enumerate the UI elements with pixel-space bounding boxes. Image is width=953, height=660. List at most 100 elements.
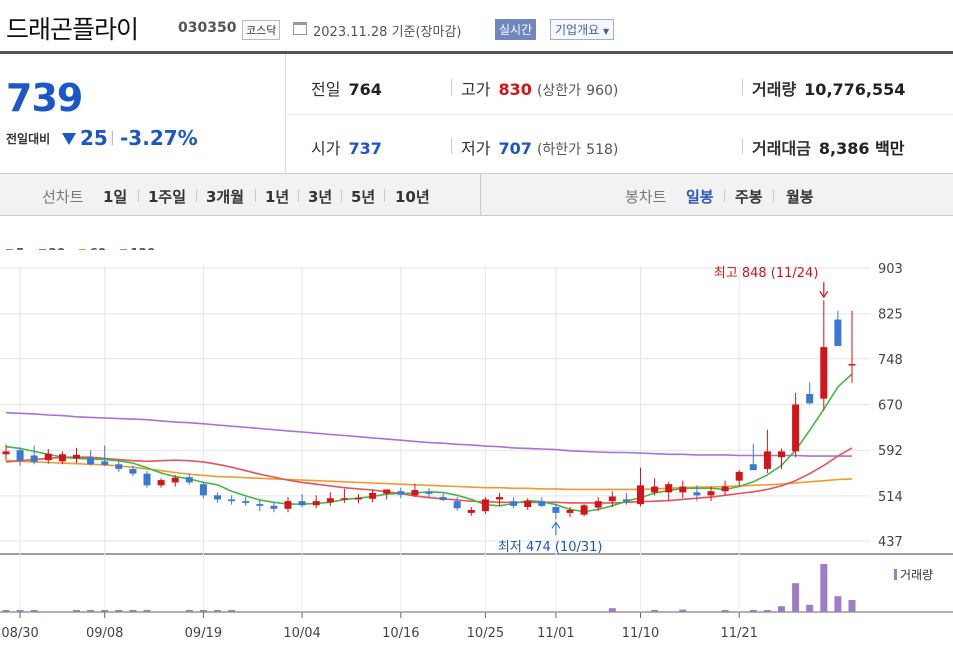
candle-down bbox=[806, 393, 814, 404]
candle-down bbox=[622, 499, 630, 502]
cell-divider bbox=[742, 138, 743, 154]
y-tick-label: 514 bbox=[878, 490, 903, 505]
tab-divider bbox=[196, 189, 197, 202]
chevron-down-icon: ▼ bbox=[603, 27, 610, 36]
candle-up bbox=[157, 480, 165, 486]
volume-bar bbox=[115, 610, 123, 612]
candle-up bbox=[171, 477, 179, 483]
volume-bar bbox=[721, 610, 729, 612]
volume-bar bbox=[16, 610, 24, 612]
row-divider bbox=[287, 114, 953, 115]
volume-bar bbox=[651, 610, 659, 612]
tab-1w[interactable]: 1주일 bbox=[148, 188, 187, 206]
price-summary: 739 전일대비 25 | -3.27% bbox=[0, 54, 286, 174]
candle-down bbox=[256, 504, 264, 506]
cell-divider bbox=[742, 79, 743, 95]
x-tick-label: 09/19 bbox=[185, 626, 222, 641]
y-tick-label: 748 bbox=[878, 353, 903, 368]
candle-down bbox=[439, 497, 447, 500]
candle-down bbox=[834, 319, 842, 346]
candle-down bbox=[30, 455, 38, 462]
tab-1y[interactable]: 1년 bbox=[265, 188, 290, 206]
candle-down bbox=[270, 505, 278, 509]
tab-3y[interactable]: 3년 bbox=[308, 188, 333, 206]
candle-down bbox=[425, 492, 433, 494]
y-tick-label: 592 bbox=[878, 444, 903, 459]
tab-1d[interactable]: 1일 bbox=[103, 188, 128, 206]
volume-bar bbox=[778, 606, 785, 612]
tab-3m[interactable]: 3개월 bbox=[206, 188, 245, 206]
candle-down bbox=[101, 461, 109, 465]
volume-bar bbox=[214, 610, 221, 612]
candle-down bbox=[242, 501, 250, 503]
candle-up bbox=[778, 451, 785, 458]
company-overview-label: 기업개요 bbox=[555, 23, 600, 37]
trade-value-cell: 거래대금 8,386 백만 bbox=[752, 135, 905, 159]
tab-10y[interactable]: 10년 bbox=[395, 188, 430, 206]
open-label: 시가 bbox=[311, 139, 341, 158]
stock-header: 드래곤플라이 030350 코스닥 2023.11.28 기준(장마감) 실시간… bbox=[0, 0, 953, 54]
lower-limit-value: 518) bbox=[586, 142, 619, 158]
min-arrow-head bbox=[551, 521, 561, 529]
candle-down bbox=[199, 484, 207, 496]
candle-up bbox=[355, 497, 362, 500]
candle-down bbox=[298, 501, 306, 506]
tab-divider bbox=[341, 189, 342, 202]
x-tick-label: 08/30 bbox=[1, 626, 38, 641]
candle-up bbox=[580, 505, 588, 515]
realtime-button[interactable]: 실시간 bbox=[495, 19, 537, 40]
candle-down bbox=[538, 501, 546, 506]
candle-up bbox=[326, 498, 334, 503]
upper-limit-label: (상한가 bbox=[536, 83, 582, 99]
high-value: 830 bbox=[498, 80, 532, 99]
x-tick-label: 10/25 bbox=[467, 626, 504, 641]
tab-weekly[interactable]: 주봉 bbox=[735, 188, 763, 206]
prev-close-cell: 전일 764 bbox=[311, 76, 382, 100]
tab-divider bbox=[773, 189, 774, 202]
low-label: 저가 bbox=[461, 139, 491, 158]
tab-monthly[interactable]: 월봉 bbox=[786, 188, 814, 206]
candle-up bbox=[792, 404, 800, 452]
candle-up bbox=[284, 501, 292, 509]
calendar-icon bbox=[293, 22, 307, 35]
y-tick-label: 903 bbox=[878, 262, 903, 277]
candle-up bbox=[707, 491, 715, 496]
candlestick-chart[interactable]: 903 825 748 670 592 514 437 08/30 09/08 09/19 10/0… bbox=[0, 216, 953, 660]
low-cell: 저가 707 (하한가 518) bbox=[461, 135, 618, 159]
tab-daily[interactable]: 일봉 bbox=[686, 188, 714, 206]
change-rate: -3.27% bbox=[120, 126, 198, 150]
volume-bar bbox=[820, 564, 828, 612]
current-price: 739 bbox=[6, 76, 83, 120]
change-amount: 25 bbox=[80, 126, 108, 150]
candle-down bbox=[228, 499, 236, 502]
volume-swatch bbox=[894, 569, 897, 580]
candle-down bbox=[693, 492, 701, 496]
volume-bar bbox=[806, 604, 814, 612]
separator: | bbox=[110, 130, 115, 146]
candle-up bbox=[481, 499, 489, 512]
down-triangle-icon bbox=[62, 133, 76, 145]
volume-cell: 거래량 10,776,554 bbox=[752, 76, 905, 100]
tabs-divider bbox=[480, 174, 481, 216]
volume-bar bbox=[792, 583, 800, 612]
volume-bar bbox=[2, 610, 10, 612]
line-chart-label: 선차트 bbox=[42, 188, 84, 206]
candle-up bbox=[651, 486, 659, 493]
cell-divider bbox=[451, 79, 452, 95]
volume-legend-label: 거래량 bbox=[900, 568, 934, 582]
candle-down bbox=[115, 464, 123, 469]
candle-down bbox=[87, 457, 95, 465]
tab-5y[interactable]: 5년 bbox=[351, 188, 376, 206]
tab-divider bbox=[255, 189, 256, 202]
tab-divider bbox=[724, 189, 725, 202]
candle-up bbox=[73, 454, 80, 459]
volume-value: 10,776,554 bbox=[804, 80, 906, 99]
candle-up bbox=[58, 454, 66, 462]
chart-period-tabs: 선차트 1일 1주일 3개월 1년 3년 5년 10년 봉차트 일봉 주봉 월봉 bbox=[0, 174, 953, 216]
volume-bar bbox=[679, 609, 687, 612]
candle-down bbox=[185, 477, 193, 483]
upper-limit-value: 960) bbox=[586, 83, 619, 99]
company-overview-button[interactable]: 기업개요 ▼ bbox=[550, 19, 615, 40]
x-tick-label: 10/04 bbox=[283, 626, 320, 641]
price-box: 739 전일대비 25 | -3.27% 전일 764 고가 830 (상한가 96… bbox=[0, 54, 953, 174]
